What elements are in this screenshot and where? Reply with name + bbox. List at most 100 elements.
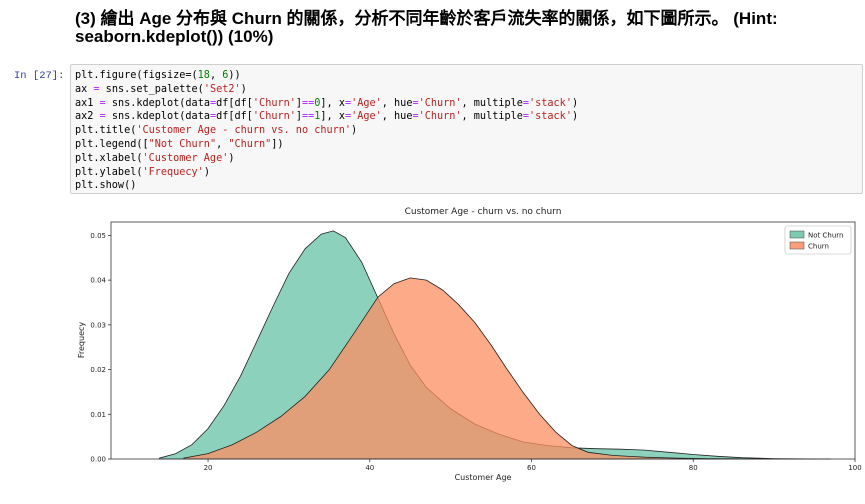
code-token: 'Age' — [351, 111, 382, 123]
y-tick-label: 0.02 — [90, 366, 106, 374]
code-token: 'Customer Age - churn vs. no churn' — [136, 125, 352, 137]
code-token: "Not Churn" — [148, 139, 217, 150]
code-token: 'Customer Age' — [142, 152, 229, 164]
code-token: , hue — [381, 97, 413, 109]
code-token: plt.legend([ — [75, 139, 149, 150]
code-token: 0 — [314, 97, 321, 109]
code-token: ) — [228, 152, 235, 164]
chart-title: Customer Age - churn vs. no churn — [405, 207, 562, 217]
code-line: plt.legend(["Not Churn", "Churn"]) — [75, 138, 284, 152]
code-token: = — [412, 111, 419, 123]
code-token: ) — [203, 166, 210, 178]
y-tick-label: 0.03 — [90, 321, 106, 329]
code-token: = — [209, 97, 217, 109]
code-token: sns.kdeplot(data — [105, 97, 210, 109]
code-token: df[df[ — [216, 111, 253, 123]
question-heading-line2: seaborn.kdeplot()) (10%) — [75, 27, 274, 46]
y-tick-label: 0.00 — [90, 456, 106, 464]
y-tick-label: 0.04 — [90, 277, 106, 285]
code-token: ax1 — [75, 97, 100, 109]
legend-swatch — [789, 241, 805, 250]
code-token: = — [522, 97, 530, 109]
code-token: = — [209, 111, 217, 123]
code-token: ax — [75, 83, 94, 95]
code-token: sns.set_palette( — [99, 83, 204, 95]
code-token: 'stack' — [529, 97, 572, 109]
code-token: = — [93, 83, 100, 95]
code-token: = — [522, 111, 530, 123]
code-token: , hue — [381, 111, 413, 123]
code-token: 1 — [314, 111, 321, 123]
code-token: == — [302, 111, 315, 123]
code-token: ], x — [320, 97, 345, 109]
code-token: plt.show() — [75, 180, 137, 192]
code-token: 6 — [222, 70, 229, 81]
x-axis-label: Customer Age — [455, 473, 512, 482]
code-token: plt.figure(figsize=( — [75, 70, 198, 81]
code-token: 'Churn' — [418, 97, 462, 109]
y-tick-label: 0.05 — [90, 232, 106, 240]
x-tick-label: 40 — [365, 464, 374, 472]
code-token: == — [302, 97, 315, 109]
code-token: ax2 — [75, 111, 100, 123]
code-token: ) — [571, 97, 579, 109]
code-token: ) — [351, 125, 358, 137]
code-token: = — [412, 97, 419, 109]
code-line: plt.figure(figsize=(18, 6)) — [75, 69, 241, 83]
code-token: ]) — [271, 139, 284, 150]
code-token: plt.ylabel( — [75, 166, 143, 178]
code-token: 'Age' — [351, 97, 382, 109]
code-token: ] — [295, 111, 302, 123]
kde-chart: Customer Age - churn vs. no churn Custom… — [77, 207, 862, 482]
chart-output: Customer Age - churn vs. no churn Custom… — [70, 202, 865, 499]
code-token: , — [216, 139, 229, 150]
chart-legend: Not Churn Churn — [784, 225, 852, 255]
code-cell-editor[interactable]: plt.figure(figsize=(18, 6)) ax = sns.set_… — [70, 64, 863, 194]
code-token: 'Churn' — [252, 97, 296, 109]
code-token: )) — [228, 70, 241, 81]
code-token: , — [209, 70, 223, 81]
code-line: plt.ylabel('Frequecy') — [75, 166, 210, 180]
code-token: ], x — [320, 111, 345, 123]
x-tick-label: 80 — [689, 464, 698, 472]
code-line: ax = sns.set_palette('Set2') — [75, 83, 247, 97]
code-token: sns.kdeplot(data — [105, 111, 210, 123]
code-token: plt.title( — [75, 125, 137, 137]
code-line: plt.title('Customer Age - churn vs. no c… — [75, 124, 357, 138]
legend-swatch — [789, 230, 805, 239]
cell-prompt: In [27]: — [14, 70, 65, 82]
code-token: 'stack' — [529, 111, 572, 123]
x-tick-label: 20 — [204, 464, 213, 472]
code-token: = — [344, 97, 352, 109]
y-axis-label: Frequecy — [77, 322, 86, 359]
code-token: 'Set2' — [203, 83, 241, 95]
code-line: ax1 = sns.kdeplot(data=df[df['Churn']==0… — [75, 97, 578, 111]
x-tick-label: 100 — [848, 464, 861, 472]
code-token: ) — [571, 111, 579, 123]
code-token: 'Churn' — [418, 111, 462, 123]
kde-area-churn — [183, 277, 815, 460]
code-token: 'Frequecy' — [142, 166, 204, 178]
code-token: , multiple — [461, 111, 523, 123]
code-token: , multiple — [461, 97, 523, 109]
question-heading: (3) 繪出 Age 分布與 Churn 的關係，分析不同年齡於客戶流失率的關係… — [75, 10, 855, 46]
code-token: df[df[ — [216, 97, 253, 109]
legend-label: Churn — [808, 243, 829, 251]
code-token: 18 — [197, 70, 210, 81]
code-line: plt.show() — [75, 179, 136, 193]
code-token: 'Churn' — [252, 111, 296, 123]
question-heading-line1: (3) 繪出 Age 分布與 Churn 的關係，分析不同年齡於客戶流失率的關係… — [75, 9, 778, 28]
code-token: "Churn" — [228, 139, 272, 150]
plot-frame — [110, 221, 856, 460]
code-line: ax2 = sns.kdeplot(data=df[df['Churn']==1… — [75, 110, 578, 124]
code-token: = — [344, 111, 352, 123]
y-tick-label: 0.01 — [90, 411, 106, 419]
x-tick-label: 60 — [527, 464, 536, 472]
code-token: plt.xlabel( — [75, 152, 143, 164]
code-token: ) — [240, 83, 247, 95]
code-line: plt.xlabel('Customer Age') — [75, 152, 234, 166]
code-token: ] — [295, 97, 302, 109]
legend-label: Not Churn — [808, 232, 843, 240]
code-token: = — [99, 111, 106, 123]
code-token: = — [99, 97, 106, 109]
